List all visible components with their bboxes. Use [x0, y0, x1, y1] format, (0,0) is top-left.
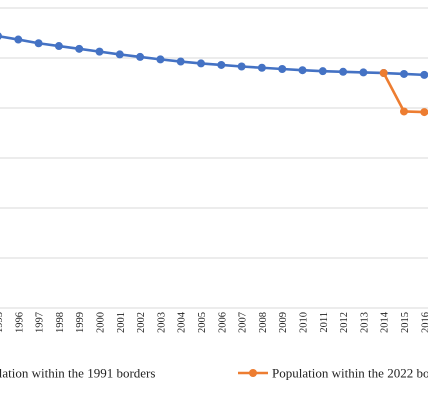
series-1-point-2001 — [115, 50, 124, 59]
x-tick-labels: 1995 1996 1997 1998 1999 2000 2001 2002 2003 2004… — [0, 311, 428, 333]
series-1-point-2002 — [136, 52, 145, 61]
x-tick-label-2002: 2002 — [136, 312, 147, 333]
x-tick-label-1995: 1995 — [0, 312, 5, 333]
x-tick-label-2005: 2005 — [197, 312, 208, 333]
series-1-point-1996 — [14, 35, 23, 44]
series-1-point-1995 — [0, 32, 2, 40]
legend-marker-series-2 — [249, 369, 257, 377]
x-tick-label-2014: 2014 — [380, 311, 391, 333]
x-tick-label-2003: 2003 — [156, 312, 167, 333]
x-tick-label-1996: 1996 — [14, 312, 25, 333]
series-1-point-2006 — [217, 60, 226, 69]
x-tick-label-2001: 2001 — [116, 312, 127, 333]
x-tick-label-2000: 2000 — [96, 312, 107, 333]
series-1-point-2008 — [257, 63, 266, 72]
series-1-point-1999 — [75, 44, 84, 53]
series-1-point-2000 — [95, 47, 104, 56]
x-tick-label-1999: 1999 — [75, 312, 86, 333]
series-1-point-2013 — [359, 68, 368, 77]
series-1-point-2009 — [278, 64, 287, 73]
x-tick-label-2009: 2009 — [278, 312, 289, 333]
series-1-point-2012 — [339, 67, 348, 76]
x-tick-label-2016: 2016 — [420, 312, 428, 333]
x-tick-label-2013: 2013 — [359, 312, 370, 333]
x-tick-label-2012: 2012 — [339, 312, 350, 333]
series-1-point-2007 — [237, 62, 246, 71]
series-1-point-2004 — [176, 57, 185, 66]
x-tick-label-1998: 1998 — [55, 312, 66, 333]
series-1-point-1998 — [54, 42, 63, 51]
x-tick-label-2004: 2004 — [177, 311, 188, 333]
series-1-point-1997 — [34, 39, 43, 48]
x-tick-label-2011: 2011 — [319, 312, 330, 333]
x-tick-label-2015: 2015 — [400, 312, 411, 333]
series-2-point-2014 — [379, 69, 388, 78]
legend-label-series-1: Population within the 1991 borders — [0, 366, 155, 381]
x-tick-label-2006: 2006 — [217, 312, 228, 333]
series-2-point-2016 — [420, 108, 428, 117]
series-1-point-2011 — [318, 67, 327, 76]
series-1 — [0, 32, 428, 79]
legend: Population within the 1991 borders Popula… — [0, 366, 428, 381]
series-1-point-2016 — [420, 70, 428, 79]
series-1-point-2015 — [400, 69, 408, 78]
x-tick-label-2007: 2007 — [238, 312, 249, 333]
series-layer — [0, 32, 428, 117]
x-tick-label-1997: 1997 — [35, 312, 46, 333]
gridlines — [0, 7, 428, 259]
series-2-line — [382, 72, 428, 114]
series-1-point-2010 — [298, 66, 307, 75]
series-2 — [379, 69, 428, 117]
series-1-point-2005 — [197, 59, 205, 68]
series-1-line — [0, 35, 425, 77]
x-tick-label-2008: 2008 — [258, 312, 269, 333]
legend-label-series-2: Population within the 2022 borders — [272, 366, 428, 381]
series-2-point-2015 — [400, 107, 408, 116]
x-tick-label-2010: 2010 — [299, 312, 310, 333]
series-1-point-2003 — [156, 55, 165, 64]
